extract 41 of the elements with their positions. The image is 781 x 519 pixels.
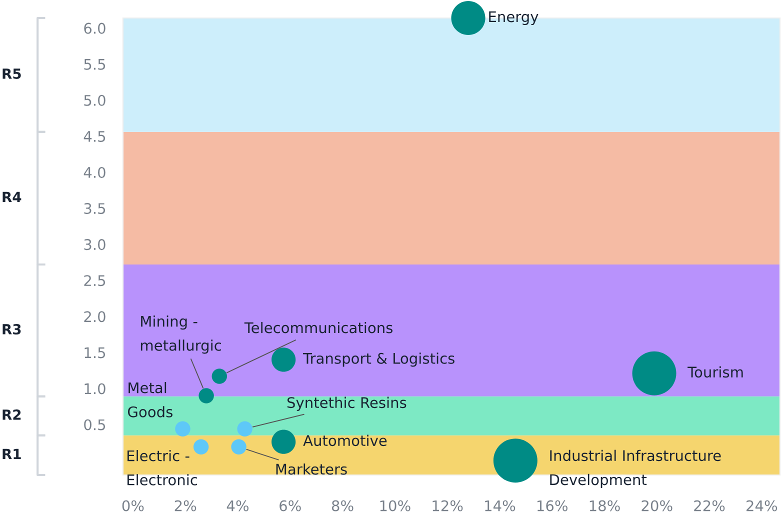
annotation: Tourism <box>688 366 743 378</box>
x-tick-label: 4% <box>226 500 248 512</box>
y-tick-label: 3.5 <box>84 203 106 214</box>
text: R1 <box>2 448 21 460</box>
annotation: Telecommunications <box>244 322 392 334</box>
x-tick-label: 12% <box>432 500 463 512</box>
annotation: Metal Goods <box>128 382 172 418</box>
x-tick-label: 20% <box>642 500 672 512</box>
y-tick-label: 5.0 <box>84 94 106 106</box>
x-tick-label: 24% <box>746 500 778 512</box>
y-tick-label: 6.0 <box>84 22 106 34</box>
annotation: Electric - Electronic <box>127 450 198 486</box>
y-tick-label: 4.5 <box>84 131 106 142</box>
annotation: Marketers <box>276 463 347 475</box>
x-tick-label: 10% <box>380 500 410 512</box>
x-tick-label: 6% <box>280 500 301 512</box>
y-tick-label: 1.0 <box>84 383 106 394</box>
y-tick-label: 0.5 <box>84 419 106 430</box>
annotation: Transport & Logistics <box>302 352 454 367</box>
annotation: Automotive <box>303 434 387 446</box>
x-tick-label: 8% <box>332 500 354 512</box>
annotation: Syntethic Resins <box>287 396 406 411</box>
x-tick-label: 22% <box>694 500 725 512</box>
y-tick-label: 5.5 <box>84 59 106 70</box>
text: R2 <box>2 409 21 420</box>
x-tick-label: 14% <box>485 500 516 512</box>
text: R4 <box>2 192 22 202</box>
y-tick-label: 4.0 <box>84 166 106 178</box>
annotation: Energy <box>489 11 538 26</box>
y-tick-label: 3.0 <box>84 239 106 250</box>
annotation: Industrial Infrastructure Development <box>550 450 721 488</box>
annotation: Mining - metallurgic <box>140 316 221 354</box>
x-tick-label: 16% <box>537 500 568 512</box>
x-tick-label: 0% <box>122 500 144 512</box>
y-tick-label: 2.5 <box>84 275 106 286</box>
x-tick-label: 2% <box>174 500 196 512</box>
x-tick-label: 18% <box>590 500 620 512</box>
y-tick-label: 2.0 <box>84 311 106 322</box>
y-tick-label: 1.5 <box>84 347 106 358</box>
text: R5 <box>2 68 21 79</box>
text: R3 <box>2 324 21 335</box>
